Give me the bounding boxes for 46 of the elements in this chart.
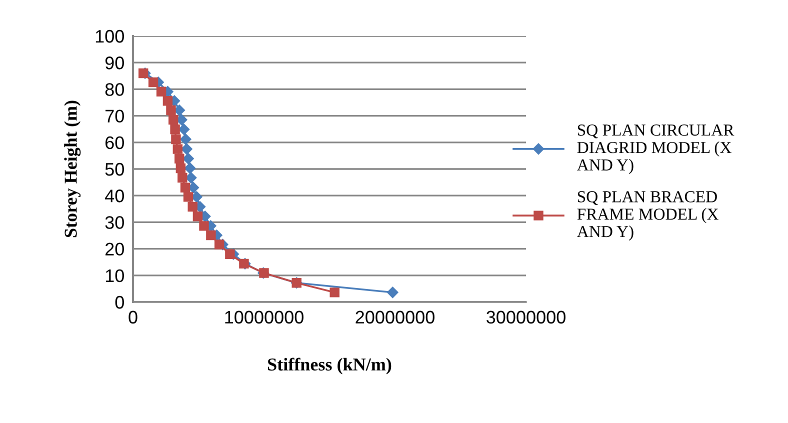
point xyxy=(148,77,158,88)
y-tick-label: 80 xyxy=(105,83,124,96)
point xyxy=(387,286,398,298)
y-tick-label: 30 xyxy=(105,216,124,229)
y-tick-label: 70 xyxy=(106,110,124,123)
point xyxy=(174,154,184,164)
point xyxy=(184,162,196,174)
point xyxy=(188,202,198,212)
point xyxy=(181,143,192,155)
point xyxy=(166,105,176,116)
point xyxy=(180,182,190,192)
y-tick-label: 20 xyxy=(105,242,124,256)
point xyxy=(172,144,183,154)
y-tick-label: 60 xyxy=(106,136,124,150)
y-tick-label: 10 xyxy=(106,269,124,282)
point xyxy=(183,192,194,202)
y-tick-label: 40 xyxy=(105,190,124,202)
point xyxy=(171,134,181,144)
point xyxy=(178,124,190,135)
point xyxy=(182,153,194,164)
point xyxy=(162,96,173,106)
point xyxy=(192,211,203,222)
legend-label: SQ PLAN BRACED FRAME MODEL (X AND Y) xyxy=(576,191,718,241)
point xyxy=(176,163,186,174)
point xyxy=(206,230,216,240)
point xyxy=(199,221,209,231)
x-tick-label: 20000000 xyxy=(356,310,434,324)
y-tick-label: 90 xyxy=(105,56,124,70)
point xyxy=(168,114,178,125)
legend-label: SQ PLAN CIRCULAR DIAGRID MODEL (X AND Y) xyxy=(576,124,734,174)
point xyxy=(180,134,192,145)
x-tick-label: 10000000 xyxy=(225,310,304,324)
point xyxy=(156,86,166,96)
x-tick-label: 0 xyxy=(128,310,138,324)
point xyxy=(170,124,180,134)
y-axis-title: Storey Height (m) xyxy=(64,100,81,238)
y-tick-label: 100 xyxy=(96,30,124,43)
point xyxy=(330,288,340,298)
point xyxy=(225,249,235,259)
y-tick-label: 0 xyxy=(115,296,124,309)
y-tick-label: 50 xyxy=(105,162,124,176)
x-tick-label: 30000000 xyxy=(486,310,566,324)
x-axis-title: Stiffness (kN/m) xyxy=(268,358,392,374)
point xyxy=(138,68,148,78)
point xyxy=(178,172,188,183)
point xyxy=(214,240,224,250)
